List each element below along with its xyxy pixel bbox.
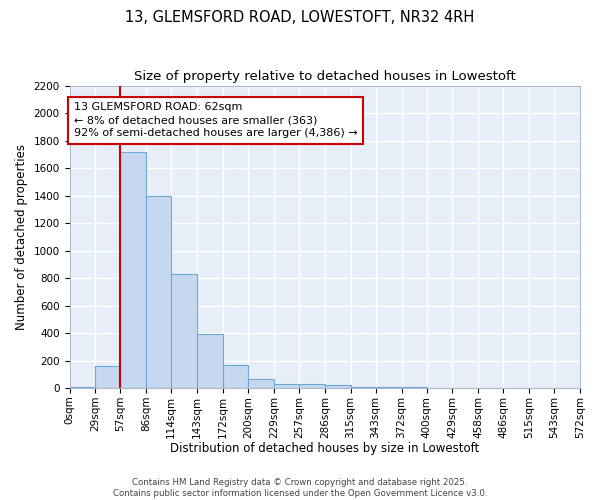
Title: Size of property relative to detached houses in Lowestoft: Size of property relative to detached ho… [134, 70, 515, 83]
Bar [223, 364, 248, 388]
Text: Contains HM Land Registry data © Crown copyright and database right 2025.
Contai: Contains HM Land Registry data © Crown c… [113, 478, 487, 498]
Bar [248, 379, 274, 388]
Bar [146, 196, 171, 388]
Bar [274, 384, 299, 388]
X-axis label: Distribution of detached houses by size in Lowestoft: Distribution of detached houses by size … [170, 442, 479, 455]
Text: 13 GLEMSFORD ROAD: 62sqm
← 8% of detached houses are smaller (363)
92% of semi-d: 13 GLEMSFORD ROAD: 62sqm ← 8% of detache… [74, 102, 358, 139]
Bar [299, 384, 325, 388]
Bar [70, 386, 95, 388]
Y-axis label: Number of detached properties: Number of detached properties [15, 144, 28, 330]
Text: 13, GLEMSFORD ROAD, LOWESTOFT, NR32 4RH: 13, GLEMSFORD ROAD, LOWESTOFT, NR32 4RH [125, 10, 475, 25]
Bar [325, 384, 350, 388]
Bar [197, 334, 223, 388]
Bar [121, 152, 146, 388]
Bar [95, 366, 121, 388]
Bar [171, 274, 197, 388]
